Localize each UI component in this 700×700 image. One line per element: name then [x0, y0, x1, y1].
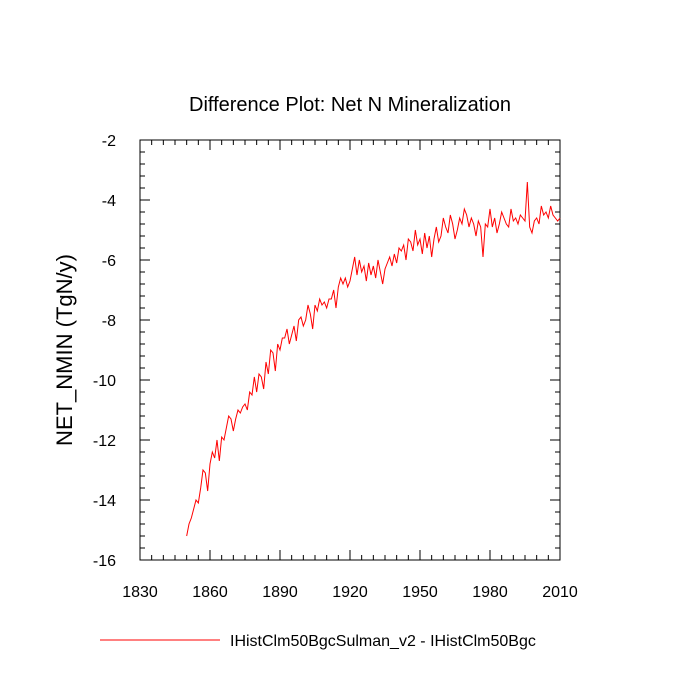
x-tick-label: 1950 — [402, 584, 438, 601]
y-tick-label: -12 — [93, 433, 116, 450]
y-tick-label: -2 — [102, 133, 116, 150]
legend-label: IHistClm50BgcSulman_v2 - IHistClm50Bgc — [230, 633, 536, 650]
y-tick-label: -6 — [102, 253, 116, 270]
x-tick-label: 1830 — [122, 584, 158, 601]
x-tick-label: 1890 — [262, 584, 298, 601]
plot-frame — [139, 139, 561, 561]
x-tick-label: 1920 — [332, 584, 368, 601]
y-axis-label: NET_NMIN (TgN/y) — [52, 254, 77, 446]
y-tick-label: -16 — [93, 553, 116, 570]
x-tick-label: 1860 — [192, 584, 228, 601]
y-tick-label: -10 — [93, 373, 116, 390]
x-tick-label: 2010 — [542, 584, 578, 601]
y-tick-label: -14 — [93, 493, 116, 510]
data-line — [186, 181, 561, 537]
y-tick-label: -4 — [102, 193, 116, 210]
x-tick-label: 1980 — [472, 584, 508, 601]
y-tick-label: -8 — [102, 313, 116, 330]
chart-title: Difference Plot: Net N Mineralization — [189, 94, 511, 116]
